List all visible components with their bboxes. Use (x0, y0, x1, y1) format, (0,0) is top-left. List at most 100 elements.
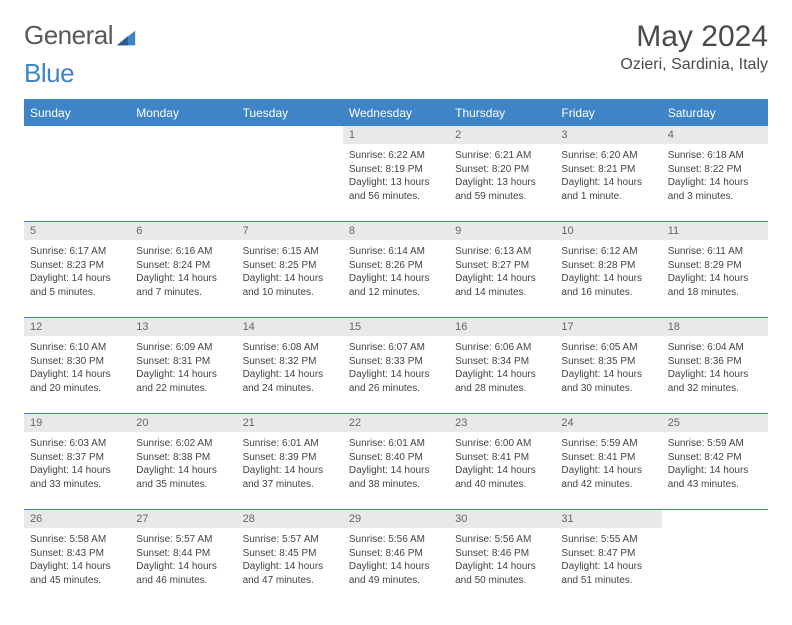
logo-text-1: General (24, 20, 113, 51)
daylight-text: Daylight: 14 hours and 38 minutes. (349, 464, 443, 491)
day-number: 11 (662, 222, 768, 240)
day-details: Sunrise: 6:01 AMSunset: 8:39 PMDaylight:… (237, 435, 343, 509)
daylight-text: Daylight: 14 hours and 24 minutes. (243, 368, 337, 395)
daylight-text: Daylight: 14 hours and 43 minutes. (668, 464, 762, 491)
day-cell: 26Sunrise: 5:58 AMSunset: 8:43 PMDayligh… (24, 510, 130, 606)
day-number: 21 (237, 414, 343, 432)
sunrise-text: Sunrise: 6:14 AM (349, 245, 443, 259)
day-cell: 4Sunrise: 6:18 AMSunset: 8:22 PMDaylight… (662, 126, 768, 222)
daylight-text: Daylight: 14 hours and 47 minutes. (243, 560, 337, 587)
day-cell: 24Sunrise: 5:59 AMSunset: 8:41 PMDayligh… (555, 414, 661, 510)
day-number: 12 (24, 318, 130, 336)
day-cell: 11Sunrise: 6:11 AMSunset: 8:29 PMDayligh… (662, 222, 768, 318)
sunset-text: Sunset: 8:41 PM (561, 451, 655, 465)
day-details: Sunrise: 6:08 AMSunset: 8:32 PMDaylight:… (237, 339, 343, 413)
day-cell: 30Sunrise: 5:56 AMSunset: 8:46 PMDayligh… (449, 510, 555, 606)
sunset-text: Sunset: 8:34 PM (455, 355, 549, 369)
sunrise-text: Sunrise: 6:21 AM (455, 149, 549, 163)
sunset-text: Sunset: 8:37 PM (30, 451, 124, 465)
day-details: Sunrise: 5:56 AMSunset: 8:46 PMDaylight:… (343, 531, 449, 605)
day-details: Sunrise: 6:13 AMSunset: 8:27 PMDaylight:… (449, 243, 555, 317)
day-cell: 19Sunrise: 6:03 AMSunset: 8:37 PMDayligh… (24, 414, 130, 510)
sunrise-text: Sunrise: 6:01 AM (243, 437, 337, 451)
day-details: Sunrise: 6:20 AMSunset: 8:21 PMDaylight:… (555, 147, 661, 221)
location-subtitle: Ozieri, Sardinia, Italy (620, 56, 768, 74)
day-number: 2 (449, 126, 555, 144)
sunset-text: Sunset: 8:30 PM (30, 355, 124, 369)
day-number: 4 (662, 126, 768, 144)
daylight-text: Daylight: 14 hours and 40 minutes. (455, 464, 549, 491)
sunrise-text: Sunrise: 6:06 AM (455, 341, 549, 355)
daylight-text: Daylight: 14 hours and 5 minutes. (30, 272, 124, 299)
day-number: 15 (343, 318, 449, 336)
daylight-text: Daylight: 14 hours and 14 minutes. (455, 272, 549, 299)
logo-mark-icon (115, 25, 137, 47)
sunset-text: Sunset: 8:43 PM (30, 547, 124, 561)
day-cell: 3 Sunrise: 6:20 AMSunset: 8:21 PMDaylight… (555, 126, 661, 222)
day-cell: 14 Sunrise: 6:08 AMSunset: 8:32 PMDayligh… (237, 318, 343, 414)
daylight-text: Daylight: 14 hours and 10 minutes. (243, 272, 337, 299)
day-number: 28 (237, 510, 343, 528)
week-row: 12Sunrise: 6:10 AMSunset: 8:30 PMDayligh… (24, 318, 768, 414)
sunset-text: Sunset: 8:23 PM (30, 259, 124, 273)
week-row: 19Sunrise: 6:03 AMSunset: 8:37 PMDayligh… (24, 414, 768, 510)
sunset-text: Sunset: 8:33 PM (349, 355, 443, 369)
sunset-text: Sunset: 8:40 PM (349, 451, 443, 465)
day-number: 29 (343, 510, 449, 528)
day-number: 22 (343, 414, 449, 432)
sunrise-text: Sunrise: 5:58 AM (30, 533, 124, 547)
empty-cell (662, 510, 768, 584)
logo: General (24, 20, 137, 51)
sunrise-text: Sunrise: 6:05 AM (561, 341, 655, 355)
day-number: 3 (555, 126, 661, 144)
daylight-text: Daylight: 14 hours and 35 minutes. (136, 464, 230, 491)
logo-text-2: Blue (24, 58, 74, 89)
empty-cell (24, 126, 130, 200)
day-cell (662, 510, 768, 606)
day-cell (130, 126, 236, 222)
day-number: 13 (130, 318, 236, 336)
day-details: Sunrise: 6:02 AMSunset: 8:38 PMDaylight:… (130, 435, 236, 509)
calendar-table: Sunday Monday Tuesday Wednesday Thursday… (24, 99, 768, 605)
sunrise-text: Sunrise: 5:59 AM (668, 437, 762, 451)
daylight-text: Daylight: 13 hours and 59 minutes. (455, 176, 549, 203)
day-cell: 20Sunrise: 6:02 AMSunset: 8:38 PMDayligh… (130, 414, 236, 510)
day-details: Sunrise: 5:58 AMSunset: 8:43 PMDaylight:… (24, 531, 130, 605)
day-cell: 5Sunrise: 6:17 AMSunset: 8:23 PMDaylight… (24, 222, 130, 318)
month-title: May 2024 (620, 20, 768, 54)
sunset-text: Sunset: 8:22 PM (668, 163, 762, 177)
empty-cell (237, 126, 343, 200)
day-details: Sunrise: 6:06 AMSunset: 8:34 PMDaylight:… (449, 339, 555, 413)
day-cell: 31Sunrise: 5:55 AMSunset: 8:47 PMDayligh… (555, 510, 661, 606)
day-cell: 22 Sunrise: 6:01 AMSunset: 8:40 PMDayligh… (343, 414, 449, 510)
sunrise-text: Sunrise: 5:57 AM (243, 533, 337, 547)
sunset-text: Sunset: 8:27 PM (455, 259, 549, 273)
sunset-text: Sunset: 8:45 PM (243, 547, 337, 561)
day-cell: 7Sunrise: 6:15 AMSunset: 8:25 PMDaylight… (237, 222, 343, 318)
day-cell: 13 Sunrise: 6:09 AMSunset: 8:31 PMDayligh… (130, 318, 236, 414)
week-row: 1Sunrise: 6:22 AMSunset: 8:19 PMDaylight… (24, 126, 768, 222)
day-number: 14 (237, 318, 343, 336)
day-details: Sunrise: 6:15 AMSunset: 8:25 PMDaylight:… (237, 243, 343, 317)
sunset-text: Sunset: 8:35 PM (561, 355, 655, 369)
daylight-text: Daylight: 14 hours and 3 minutes. (668, 176, 762, 203)
sunset-text: Sunset: 8:46 PM (349, 547, 443, 561)
sunrise-text: Sunrise: 6:08 AM (243, 341, 337, 355)
day-details: Sunrise: 6:01 AMSunset: 8:40 PMDaylight:… (343, 435, 449, 509)
sunrise-text: Sunrise: 6:09 AM (136, 341, 230, 355)
sunrise-text: Sunrise: 6:20 AM (561, 149, 655, 163)
day-details: Sunrise: 6:04 AMSunset: 8:36 PMDaylight:… (662, 339, 768, 413)
day-details: Sunrise: 6:21 AMSunset: 8:20 PMDaylight:… (449, 147, 555, 221)
day-number: 23 (449, 414, 555, 432)
sunset-text: Sunset: 8:31 PM (136, 355, 230, 369)
day-details: Sunrise: 5:59 AMSunset: 8:41 PMDaylight:… (555, 435, 661, 509)
week-row: 26Sunrise: 5:58 AMSunset: 8:43 PMDayligh… (24, 510, 768, 606)
sunrise-text: Sunrise: 6:22 AM (349, 149, 443, 163)
daylight-text: Daylight: 14 hours and 22 minutes. (136, 368, 230, 395)
sunrise-text: Sunrise: 6:07 AM (349, 341, 443, 355)
day-cell (237, 126, 343, 222)
day-cell: 8Sunrise: 6:14 AMSunset: 8:26 PMDaylight… (343, 222, 449, 318)
sunset-text: Sunset: 8:41 PM (455, 451, 549, 465)
daylight-text: Daylight: 14 hours and 12 minutes. (349, 272, 443, 299)
title-block: May 2024 Ozieri, Sardinia, Italy (620, 20, 768, 74)
